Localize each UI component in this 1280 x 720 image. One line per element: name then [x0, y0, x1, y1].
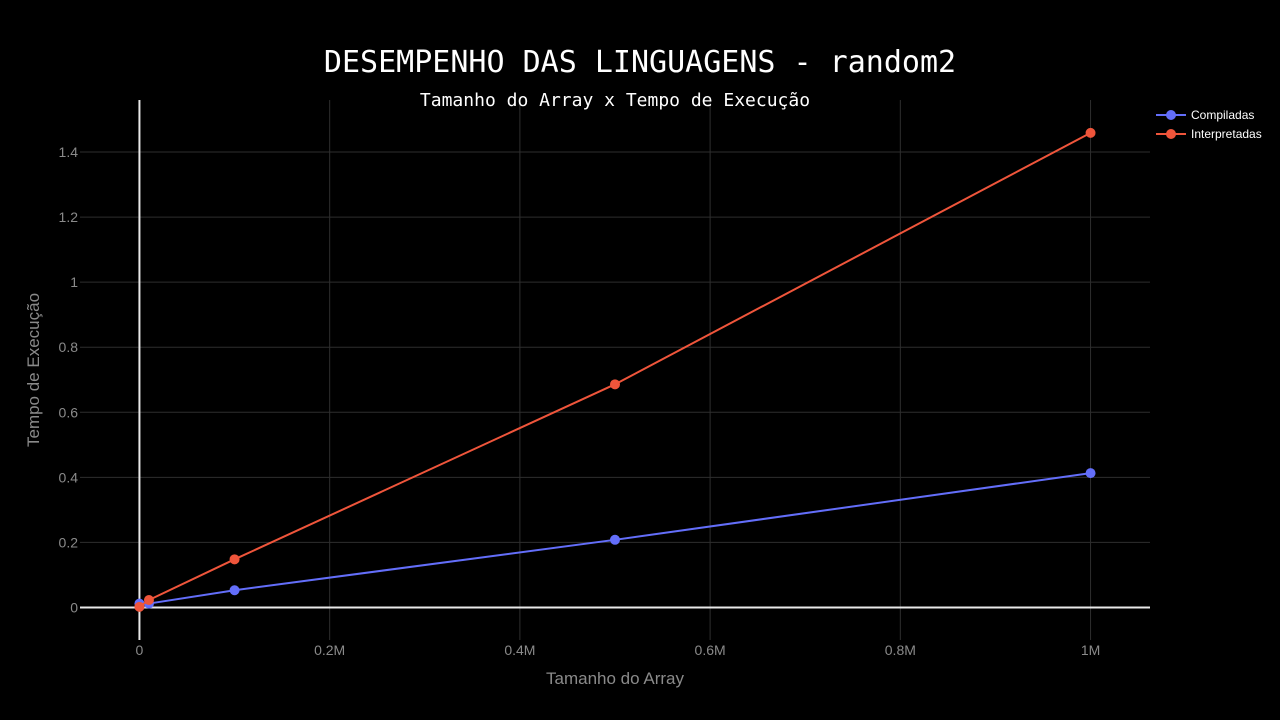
series-group — [134, 127, 1096, 612]
x-tick-label: 1M — [1081, 642, 1100, 658]
x-tick-label: 0.2M — [314, 642, 345, 658]
y-tick-label: 0.2 — [59, 534, 79, 550]
data-point-compiladas[interactable] — [1085, 468, 1096, 479]
y-tick-label: 1.2 — [59, 209, 79, 225]
legend-swatch-marker — [1166, 129, 1176, 139]
legend-item-interpretadas[interactable]: Interpretadas — [1156, 127, 1262, 141]
legend[interactable]: Compiladas Interpretadas — [1156, 108, 1262, 141]
legend-item-compiladas[interactable]: Compiladas — [1156, 108, 1254, 122]
legend-label: Interpretadas — [1191, 127, 1262, 141]
y-tick-label: 0.8 — [59, 339, 79, 355]
legend-label: Compiladas — [1191, 108, 1254, 122]
y-axis-label: Tempo de Execução — [24, 293, 43, 447]
grid — [80, 100, 1150, 640]
x-tick-label: 0.6M — [695, 642, 726, 658]
y-tick-label: 1.4 — [59, 144, 79, 160]
data-point-compiladas[interactable] — [229, 585, 240, 596]
chart-title: DESEMPENHO DAS LINGUAGENS - random2 — [324, 45, 956, 80]
tick-labels: 0 0.2M 0.4M 0.6M 0.8M 1M 0 0.2 0.4 0.6 0.8 1 1.2 1.4 — [59, 144, 1101, 658]
series-interpretadas — [134, 127, 1096, 612]
y-tick-label: 1 — [70, 274, 78, 290]
legend-swatch-marker — [1166, 110, 1176, 120]
chart-subtitle: Tamanho do Array x Tempo de Execução — [420, 90, 810, 111]
y-tick-label: 0.4 — [59, 469, 79, 485]
data-point-interpretadas[interactable] — [229, 554, 240, 565]
data-point-interpretadas[interactable] — [134, 601, 145, 612]
data-point-interpretadas[interactable] — [610, 379, 620, 390]
data-point-interpretadas[interactable] — [143, 594, 154, 605]
y-tick-label: 0 — [70, 599, 78, 615]
x-tick-label: 0 — [136, 642, 144, 658]
x-axis-label: Tamanho do Array — [546, 669, 684, 688]
x-tick-label: 0.4M — [504, 642, 535, 658]
y-tick-label: 0.6 — [59, 404, 79, 420]
x-tick-label: 0.8M — [885, 642, 916, 658]
data-point-compiladas[interactable] — [610, 534, 620, 545]
zero-lines — [80, 100, 1150, 640]
data-point-interpretadas[interactable] — [1085, 127, 1096, 138]
